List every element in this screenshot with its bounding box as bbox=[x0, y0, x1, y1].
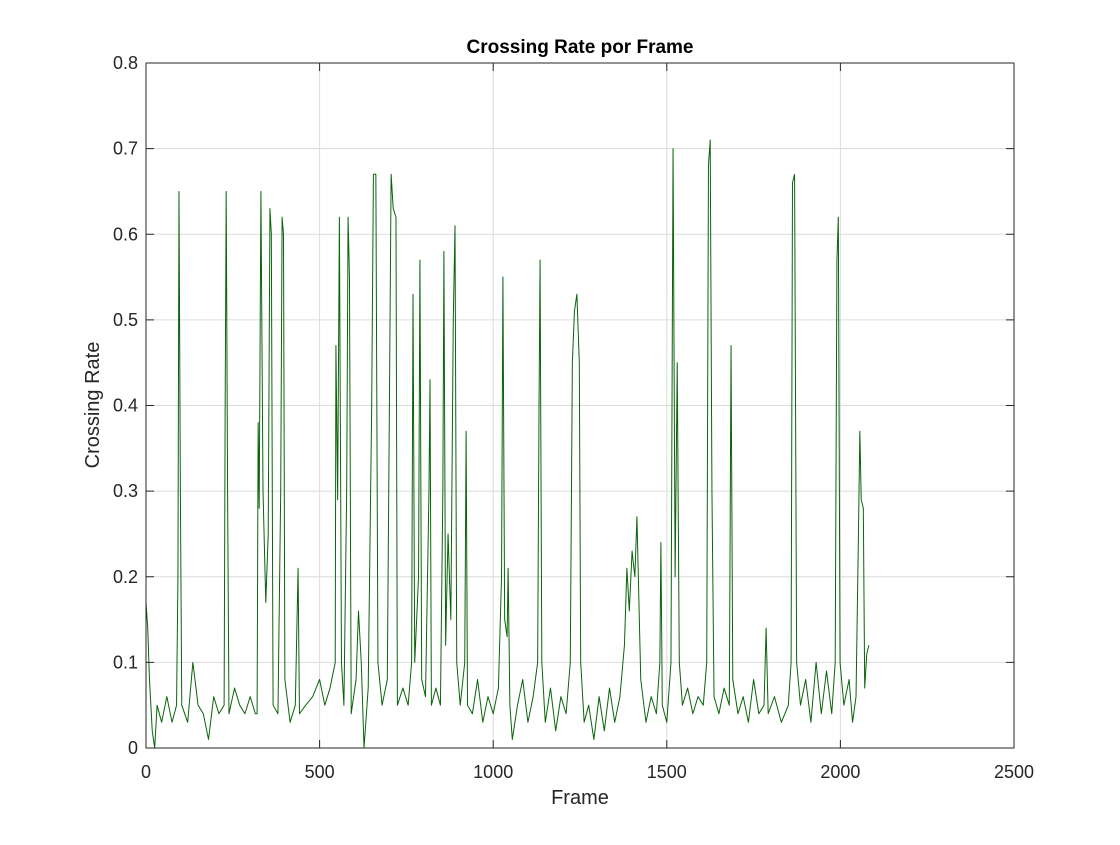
y-tick-label: 0.3 bbox=[113, 481, 138, 501]
series bbox=[145, 139, 870, 749]
x-tick-label: 2500 bbox=[994, 762, 1034, 782]
ticks: 0 500 1000 1500 2000 2500 0 0.1 0.2 0.3 0.4 0.5 0.6 0… bbox=[113, 53, 1034, 782]
y-tick-label: 0.7 bbox=[113, 139, 138, 159]
y-tick-label: 0.2 bbox=[113, 567, 138, 587]
x-tick-label: 2000 bbox=[820, 762, 860, 782]
x-tick-label: 500 bbox=[305, 762, 335, 782]
y-tick-label: 0.6 bbox=[113, 224, 138, 244]
y-tick-label: 0.1 bbox=[113, 652, 138, 672]
y-axis-label: Crossing Rate bbox=[82, 342, 104, 469]
y-tick-label: 0.5 bbox=[113, 310, 138, 330]
y-tick-label: 0.4 bbox=[113, 396, 138, 416]
x-tick-label: 1000 bbox=[473, 762, 513, 782]
x-tick-label: 1500 bbox=[647, 762, 687, 782]
y-tick-label: 0 bbox=[128, 738, 138, 758]
x-tick-label: 0 bbox=[141, 762, 151, 782]
data-line bbox=[145, 139, 870, 749]
chart-title: Crossing Rate por Frame bbox=[467, 37, 694, 58]
x-axis-label: Frame bbox=[551, 787, 609, 809]
y-tick-label: 0.8 bbox=[113, 53, 138, 73]
